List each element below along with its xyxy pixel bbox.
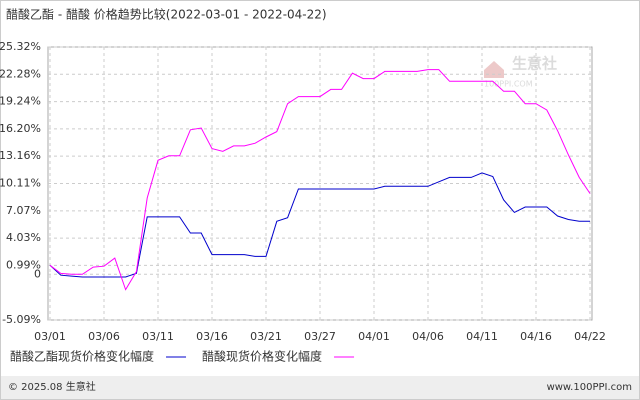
watermark-text: 100PPI.COM	[484, 80, 533, 89]
legend-label: 醋酸现货价格变化幅度	[202, 349, 322, 364]
footer-right: www.100PPI.com	[547, 382, 632, 393]
y-tick-label: 22.28%	[0, 67, 41, 80]
x-tick-label: 04/06	[412, 330, 444, 343]
y-tick-label: 10.11%	[0, 177, 41, 190]
y-tick-label: -5.09%	[2, 313, 41, 326]
y-tick-label: 7.07%	[6, 204, 41, 217]
legend-label: 醋酸乙酯现货价格变化幅度	[10, 349, 154, 364]
x-tick-label: 03/01	[34, 330, 66, 343]
footer-bar	[1, 376, 639, 399]
series-line	[49, 172, 590, 278]
y-tick-label: 4.03%	[6, 231, 41, 244]
y-tick-label: 13.16%	[0, 149, 41, 162]
y-tick-label: 25.32%	[0, 40, 41, 53]
x-tick-label: 03/16	[196, 330, 228, 343]
y-tick-label: 16.20%	[0, 122, 41, 135]
x-tick-label: 04/11	[466, 330, 498, 343]
y-tick-label: 0.99%	[6, 258, 41, 271]
x-tick-label: 03/06	[88, 330, 120, 343]
watermark-logo	[484, 61, 504, 78]
y-tick-label: 0	[34, 267, 41, 280]
series-line	[49, 69, 591, 291]
x-tick-label: 03/27	[304, 330, 336, 343]
x-tick-label: 03/11	[142, 330, 174, 343]
x-tick-label: 04/16	[520, 330, 552, 343]
x-tick-label: 04/01	[358, 330, 390, 343]
watermark-text: 生意社	[512, 55, 557, 73]
chart-title: 醋酸乙酯 - 醋酸 价格趋势比较(2022-03-01 - 2022-04-22…	[6, 7, 327, 22]
watermark: 生意社 100PPI.COM	[484, 55, 557, 89]
x-tick-label: 03/21	[250, 330, 282, 343]
y-tick-label: 19.24%	[0, 95, 41, 108]
x-tick-label: 04/22	[574, 330, 606, 343]
footer-left: © 2025.08 生意社	[8, 380, 96, 393]
